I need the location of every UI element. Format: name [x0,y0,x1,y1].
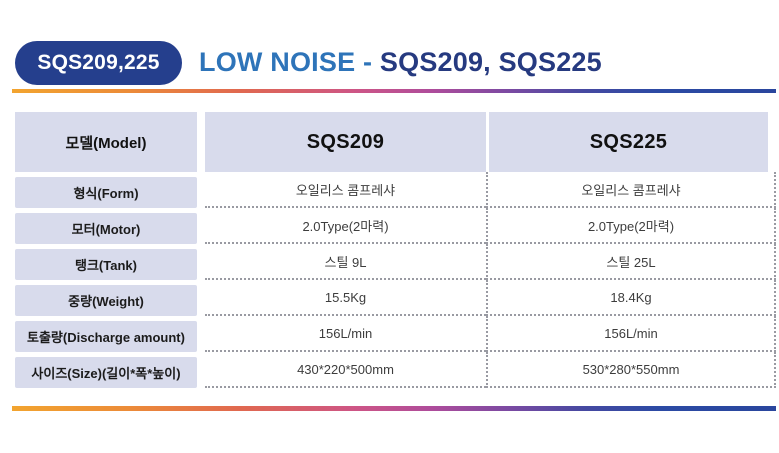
corner-header-model: 모델(Model) [15,112,197,172]
value-sqs225-form: 오일리스 콤프레샤 [486,172,776,208]
value-sqs209-size: 430*220*500mm [205,352,486,388]
table-row-tank: 탱크(Tank) 스틸 9L 스틸 25L [15,244,776,280]
page-title-models: SQS209, SQS225 [379,47,602,77]
value-sqs209-form: 오일리스 콤프레샤 [205,172,486,208]
page-header: SQS209,225 LOW NOISE - SQS209, SQS225 [15,40,602,85]
page-title: LOW NOISE - SQS209, SQS225 [199,47,602,78]
table-row-size: 사이즈(Size)(길이*폭*높이) 430*220*500mm 530*280… [15,352,776,388]
value-sqs225-size: 530*280*550mm [486,352,776,388]
value-sqs225-discharge: 156L/min [486,316,776,352]
row-label: 중량(Weight) [15,285,197,316]
table-row-discharge: 토출량(Discharge amount) 156L/min 156L/min [15,316,776,352]
row-label: 형식(Form) [15,177,197,208]
column-header-sqs225: SQS225 [489,112,768,172]
table-row-motor: 모터(Motor) 2.0Type(2마력) 2.0Type(2마력) [15,208,776,244]
value-sqs225-motor: 2.0Type(2마력) [486,208,776,244]
row-label: 모터(Motor) [15,213,197,244]
row-label: 사이즈(Size)(길이*폭*높이) [15,357,197,388]
value-sqs225-weight: 18.4Kg [486,280,776,316]
model-badge-label: SQS209,225 [37,50,160,74]
value-sqs209-tank: 스틸 9L [205,244,486,280]
row-label: 탱크(Tank) [15,249,197,280]
table-header-row: 모델(Model) SQS209 SQS225 [15,112,776,172]
model-badge: SQS209,225 [15,40,182,85]
page-title-lead: LOW NOISE - [199,47,380,77]
gradient-divider-bottom [12,406,776,411]
value-sqs209-weight: 15.5Kg [205,280,486,316]
value-sqs209-discharge: 156L/min [205,316,486,352]
spec-table: 모델(Model) SQS209 SQS225 형식(Form) 오일리스 콤프… [15,112,776,388]
row-label: 토출량(Discharge amount) [15,321,197,352]
value-sqs225-tank: 스틸 25L [486,244,776,280]
column-header-sqs209: SQS209 [205,112,486,172]
gradient-divider-top [12,89,776,93]
value-sqs209-motor: 2.0Type(2마력) [205,208,486,244]
table-row-form: 형식(Form) 오일리스 콤프레샤 오일리스 콤프레샤 [15,172,776,208]
table-row-weight: 중량(Weight) 15.5Kg 18.4Kg [15,280,776,316]
